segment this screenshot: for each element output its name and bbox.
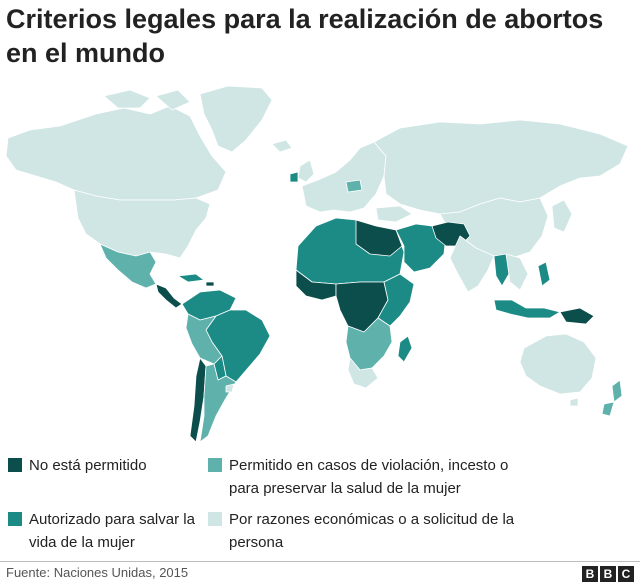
region-tasmania	[569, 397, 579, 407]
region-uk	[297, 159, 315, 183]
region-usa	[73, 189, 211, 259]
region-arctic-islands	[155, 89, 191, 111]
region-ireland	[289, 171, 299, 183]
region-arctic-islands	[103, 89, 151, 109]
legend-label: Permitido en casos de violación, incesto…	[229, 457, 509, 497]
region-mexico	[99, 243, 157, 289]
region-uruguay	[225, 383, 235, 393]
legend-swatch	[8, 458, 22, 472]
region-egypt-libya	[355, 219, 403, 257]
region-turkey	[375, 205, 413, 223]
region-canada	[5, 105, 227, 201]
region-png	[559, 307, 595, 325]
region-india	[449, 235, 495, 293]
region-caribbean	[205, 281, 215, 287]
source-note: Fuente: Naciones Unidas, 2015	[6, 565, 189, 580]
region-new-zealand	[601, 401, 615, 417]
region-poland	[345, 179, 363, 193]
region-iceland	[271, 139, 293, 153]
legend-label: Autorizado para salvar la vida de la muj…	[29, 511, 195, 551]
region-indonesia	[493, 299, 561, 319]
region-greenland	[199, 86, 273, 153]
legend-item-on-request: Por razones económicas o a solicitud de …	[208, 508, 528, 554]
region-caribbean	[177, 273, 205, 283]
region-central-america	[155, 283, 183, 309]
region-south-africa	[347, 357, 379, 389]
legend-swatch	[208, 512, 222, 526]
legend-item-not-permitted: No está permitido	[8, 454, 198, 477]
region-indochina	[505, 253, 529, 291]
region-korea-japan	[551, 199, 573, 233]
bbc-logo-block: B	[582, 566, 598, 582]
legend-item-save-life: Autorizado para salvar la vida de la muj…	[8, 508, 198, 554]
legend-swatch	[208, 458, 222, 472]
region-southern-africa	[345, 317, 393, 371]
region-europe	[301, 141, 387, 213]
legend-label: Por razones económicas o a solicitud de …	[229, 511, 515, 551]
bbc-logo: B B C	[582, 566, 634, 582]
legend-label: No está permitido	[29, 457, 147, 474]
bbc-logo-block: B	[600, 566, 616, 582]
region-philippines	[537, 261, 551, 287]
world-map	[5, 86, 629, 443]
legend-swatch	[8, 512, 22, 526]
bbc-logo-block: C	[618, 566, 634, 582]
region-myanmar	[493, 253, 511, 287]
map-title: Criterios legales para la realización de…	[6, 4, 604, 68]
region-argentina	[199, 363, 237, 443]
footer-divider	[0, 561, 640, 562]
region-east-africa	[377, 273, 415, 327]
region-middle-east	[395, 223, 447, 273]
region-new-zealand	[611, 379, 623, 403]
region-russia	[373, 119, 629, 215]
legend-item-rape-health: Permitido en casos de violación, incesto…	[208, 454, 538, 500]
region-madagascar	[397, 335, 413, 363]
region-west-africa	[295, 269, 337, 301]
region-australia	[519, 333, 597, 395]
